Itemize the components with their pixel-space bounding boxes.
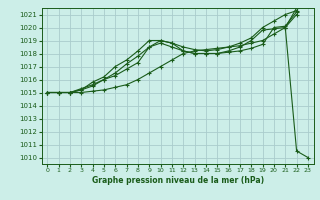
X-axis label: Graphe pression niveau de la mer (hPa): Graphe pression niveau de la mer (hPa) [92,176,264,185]
